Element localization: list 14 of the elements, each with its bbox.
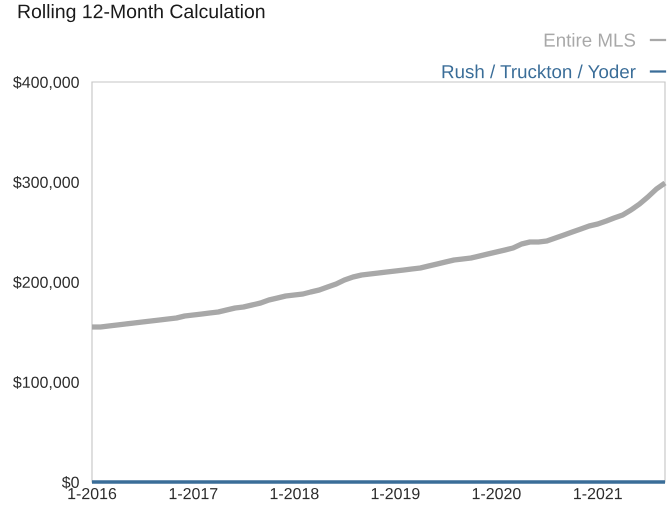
x-tick-label: 1-2016 (68, 488, 116, 500)
x-tick-label: 1-2021 (574, 488, 622, 500)
legend-label: Rush / Truckton / Yoder (442, 64, 636, 78)
y-tick-label: $0 (62, 476, 79, 489)
x-tick-label: 1-2018 (270, 488, 319, 500)
x-tick-label: 1-2019 (372, 488, 420, 500)
x-tick-label: 1-2020 (472, 488, 521, 500)
legend-label: Entire MLS (544, 32, 636, 47)
y-tick-label: $300,000 (13, 176, 79, 190)
y-tick-label: $400,000 (13, 76, 79, 90)
chart-title: Rolling 12-Month Calculation (18, 4, 264, 22)
x-tick-label: 1-2017 (170, 488, 218, 500)
y-tick-label: $200,000 (13, 276, 79, 290)
y-tick-label: $100,000 (13, 376, 79, 390)
